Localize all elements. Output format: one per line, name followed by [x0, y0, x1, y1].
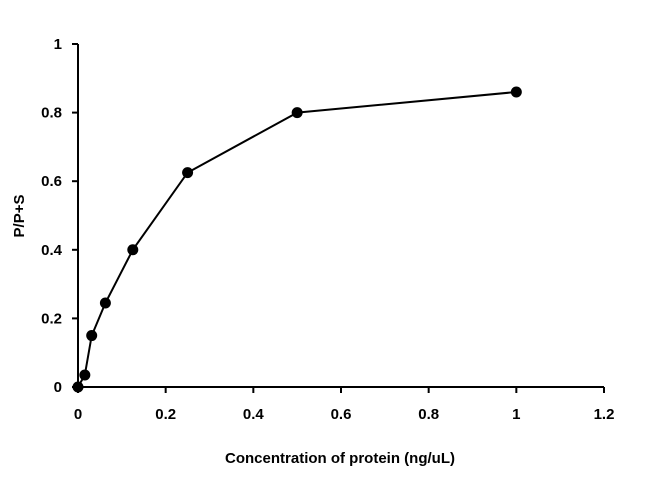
- ticks: 0 0.2 0.4 0.6 0.8 1 1.2 0 0.2 0.4 0.6 0.8 1: [41, 36, 614, 423]
- series: [72, 86, 522, 393]
- y-tick-label-3: 0.6: [41, 173, 62, 190]
- x-tick-label-0: 0: [74, 406, 82, 423]
- x-tick-label-2: 0.4: [243, 406, 265, 423]
- y-axis-label: P/P+S: [11, 195, 28, 238]
- x-tick-label-6: 1.2: [594, 406, 615, 423]
- x-tick-label-4: 0.8: [418, 406, 439, 423]
- data-point-0-3: [99, 297, 111, 309]
- data-point-0-2: [86, 330, 98, 342]
- y-tick-label-5: 1: [54, 36, 62, 53]
- y-tick-label-4: 0.8: [41, 105, 62, 122]
- y-tick-label-0: 0: [54, 379, 62, 396]
- x-tick-label-1: 0.2: [155, 406, 176, 423]
- data-point-0-5: [182, 167, 194, 179]
- data-point-0-4: [127, 244, 139, 256]
- data-point-0-1: [79, 369, 91, 381]
- x-tick-label-5: 1: [512, 406, 520, 423]
- data-point-0-6: [291, 107, 303, 119]
- data-point-0-0: [72, 381, 84, 393]
- y-tick-label-2: 0.4: [41, 242, 63, 259]
- x-axis-label: Concentration of protein (ng/uL): [225, 450, 455, 467]
- data-point-0-7: [510, 86, 522, 98]
- y-tick-label-1: 0.2: [41, 310, 62, 327]
- x-tick-label-3: 0.6: [331, 406, 352, 423]
- series-line-0: [77, 91, 517, 388]
